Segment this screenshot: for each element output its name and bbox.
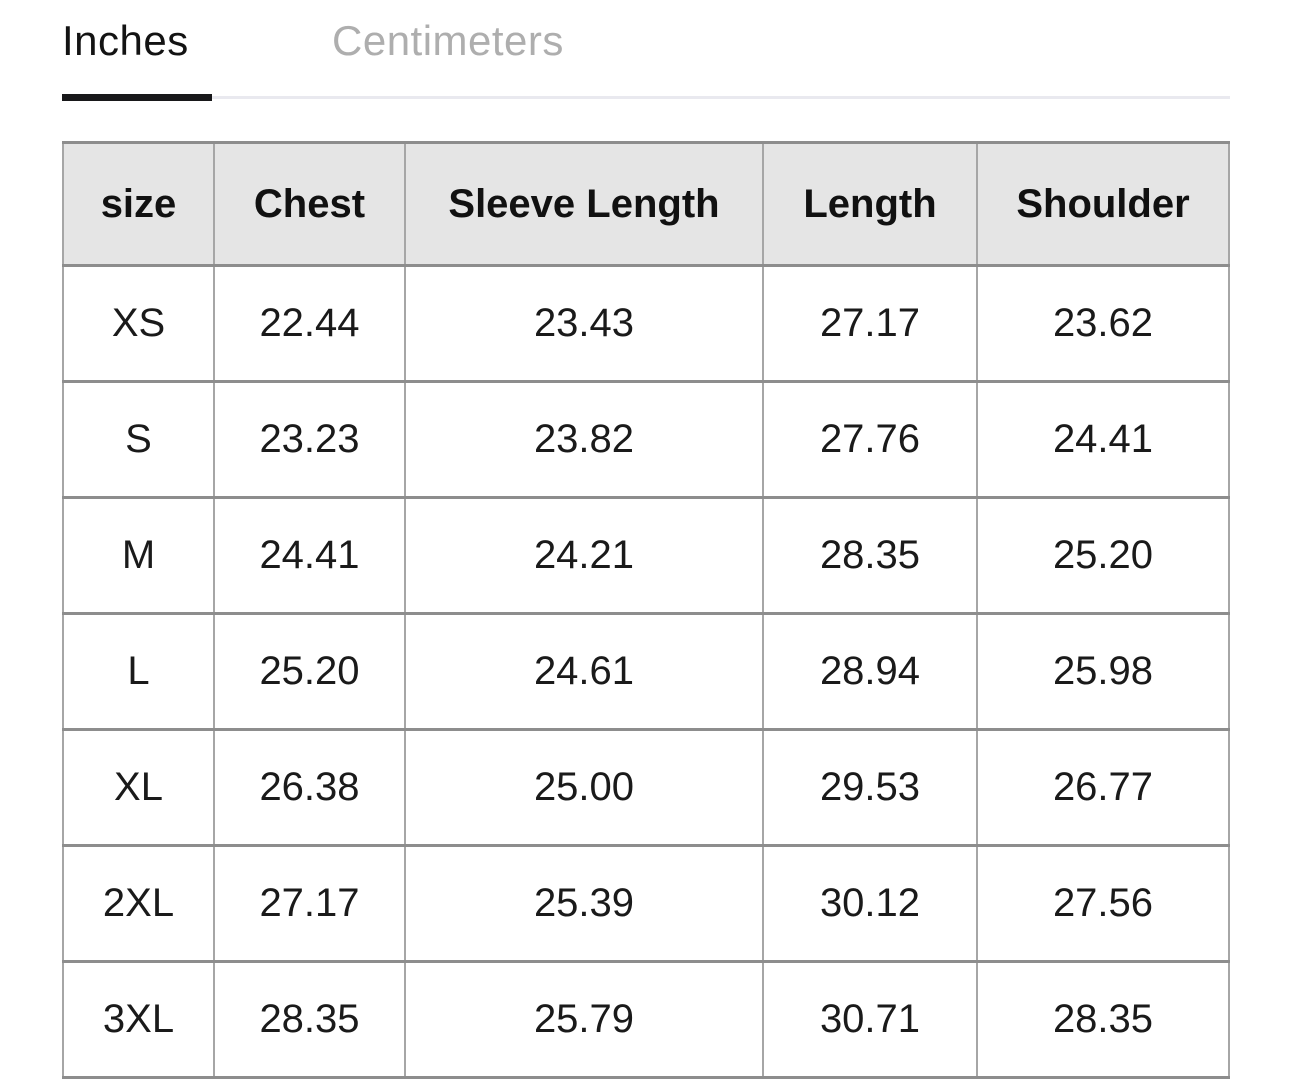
cell-chest: 23.23 <box>213 380 406 499</box>
cell-chest: 25.20 <box>213 612 406 731</box>
cell-size: S <box>62 380 215 499</box>
cell-shoulder: 23.62 <box>976 264 1230 383</box>
cell-chest: 26.38 <box>213 728 406 847</box>
cell-sleeve-length: 24.61 <box>404 612 764 731</box>
table-row-3xl: 3XL 28.35 25.79 30.71 28.35 <box>62 960 1230 1079</box>
cell-length: 30.71 <box>762 960 978 1079</box>
header-cell-chest: Chest <box>213 141 406 267</box>
cell-length: 27.17 <box>762 264 978 383</box>
cell-sleeve-length: 23.82 <box>404 380 764 499</box>
header-cell-sleeve-length: Sleeve Length <box>404 141 764 267</box>
cell-length: 28.94 <box>762 612 978 731</box>
cell-shoulder: 25.20 <box>976 496 1230 615</box>
header-cell-shoulder: Shoulder <box>976 141 1230 267</box>
table-row-l: L 25.20 24.61 28.94 25.98 <box>62 612 1230 731</box>
table-row-2xl: 2XL 27.17 25.39 30.12 27.56 <box>62 844 1230 963</box>
size-chart-table: size Chest Sleeve Length Length Shoulder… <box>62 141 1230 1079</box>
cell-chest: 28.35 <box>213 960 406 1079</box>
cell-shoulder: 24.41 <box>976 380 1230 499</box>
table-row-s: S 23.23 23.82 27.76 24.41 <box>62 380 1230 499</box>
header-cell-size: size <box>62 141 215 267</box>
cell-sleeve-length: 24.21 <box>404 496 764 615</box>
cell-size: XS <box>62 264 215 383</box>
tab-centimeters[interactable]: Centimeters <box>332 17 564 64</box>
cell-length: 27.76 <box>762 380 978 499</box>
cell-size: 2XL <box>62 844 215 963</box>
cell-length: 28.35 <box>762 496 978 615</box>
active-tab-indicator <box>62 94 212 101</box>
cell-length: 30.12 <box>762 844 978 963</box>
cell-shoulder: 27.56 <box>976 844 1230 963</box>
table-row-xl: XL 26.38 25.00 29.53 26.77 <box>62 728 1230 847</box>
cell-shoulder: 26.77 <box>976 728 1230 847</box>
cell-sleeve-length: 25.39 <box>404 844 764 963</box>
cell-shoulder: 25.98 <box>976 612 1230 731</box>
tab-underline-track <box>62 94 1230 101</box>
tab-inches[interactable]: Inches <box>62 16 212 66</box>
cell-sleeve-length: 25.79 <box>404 960 764 1079</box>
cell-size: XL <box>62 728 215 847</box>
cell-chest: 27.17 <box>213 844 406 963</box>
table-row-xs: XS 22.44 23.43 27.17 23.62 <box>62 264 1230 383</box>
cell-size: M <box>62 496 215 615</box>
header-row: size Chest Sleeve Length Length Shoulder <box>62 141 1230 267</box>
header-cell-length: Length <box>762 141 978 267</box>
cell-chest: 22.44 <box>213 264 406 383</box>
cell-shoulder: 28.35 <box>976 960 1230 1079</box>
cell-chest: 24.41 <box>213 496 406 615</box>
table-row-m: M 24.41 24.21 28.35 25.20 <box>62 496 1230 615</box>
cell-sleeve-length: 23.43 <box>404 264 764 383</box>
cell-size: L <box>62 612 215 731</box>
size-chart-panel: Inches Centimeters size Chest Sleeve Len… <box>0 16 1290 1079</box>
cell-size: 3XL <box>62 960 215 1079</box>
cell-length: 29.53 <box>762 728 978 847</box>
cell-sleeve-length: 25.00 <box>404 728 764 847</box>
unit-tabs: Inches Centimeters <box>62 16 1290 66</box>
